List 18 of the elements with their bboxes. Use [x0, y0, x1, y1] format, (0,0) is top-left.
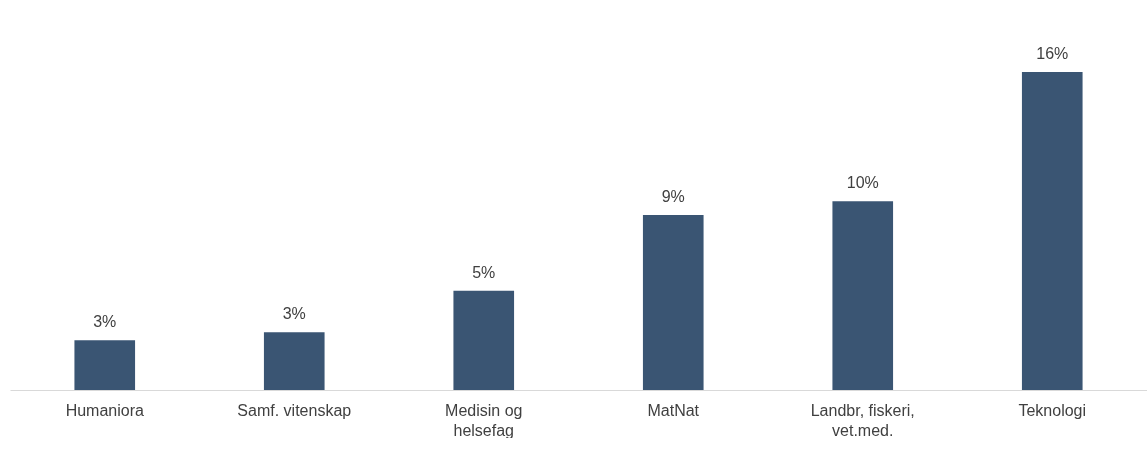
x-tick-label: Samf. vitenskap — [237, 401, 352, 419]
x-tick-label: Landbr, fiskeri, vet.med. — [810, 401, 915, 439]
data-label: 3% — [282, 305, 306, 323]
x-tick-label: Humaniora — [65, 401, 144, 419]
bar — [453, 290, 515, 390]
bar — [74, 340, 136, 390]
data-label: 3% — [93, 313, 117, 331]
bar — [1021, 72, 1083, 390]
x-tick-label: Medisin og helsefag — [445, 401, 523, 439]
bar — [832, 201, 894, 390]
x-tick-label: Teknologi — [1018, 401, 1087, 419]
data-label: 10% — [846, 174, 879, 192]
data-label: 16% — [1036, 45, 1069, 62]
data-label: 9% — [661, 188, 685, 206]
bar — [642, 215, 704, 390]
x-tick-label: MatNat — [647, 401, 700, 419]
data-label: 5% — [472, 263, 496, 281]
bar — [263, 332, 325, 390]
